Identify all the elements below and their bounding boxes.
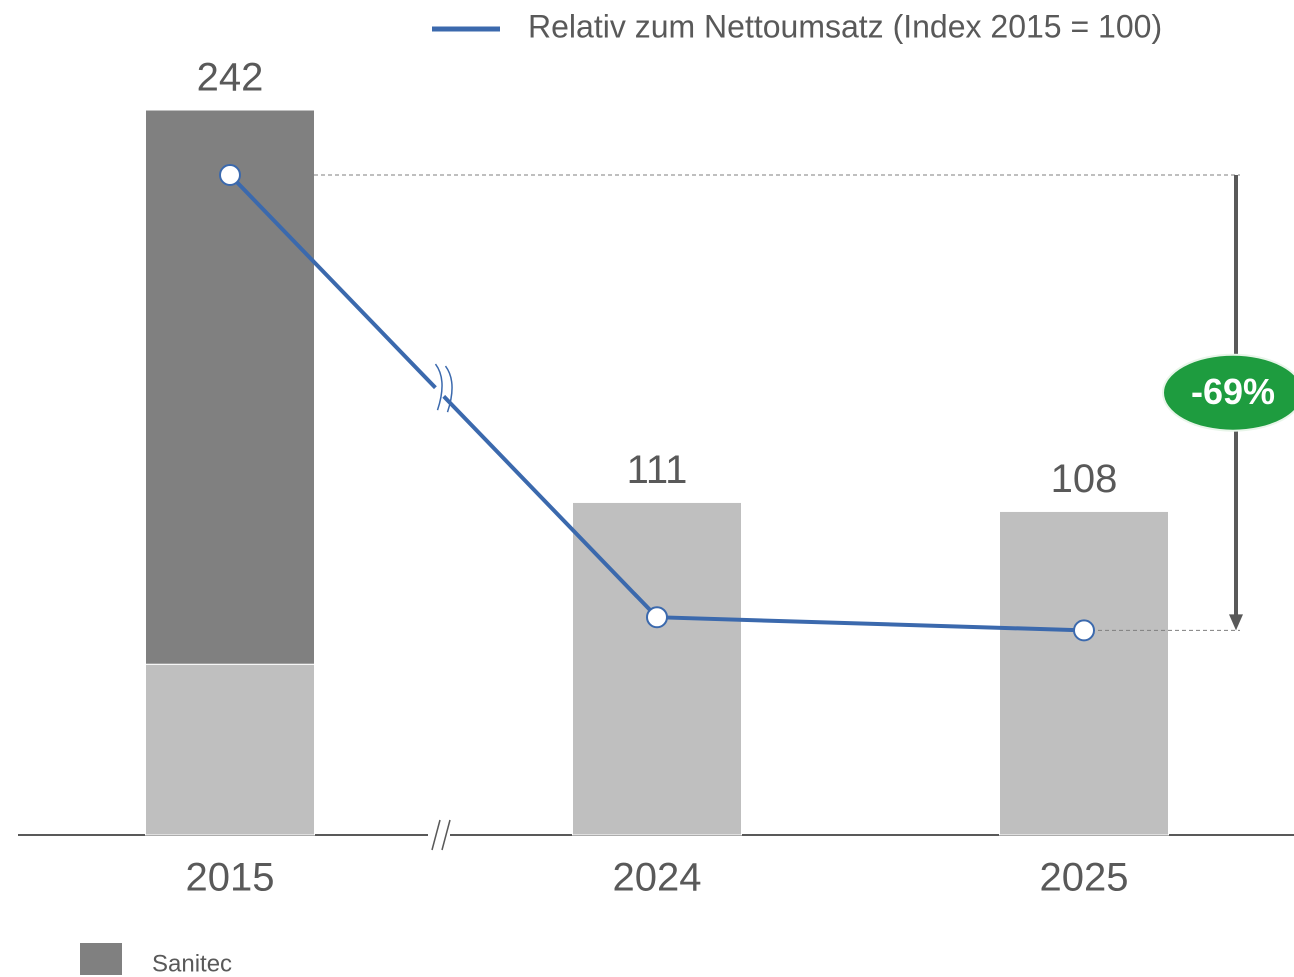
axis-break (431, 819, 441, 851)
legend-label: Sanitec (152, 950, 232, 977)
x-tick-label: 2025 (1040, 856, 1129, 900)
change-arrow-head (1229, 614, 1243, 631)
bar-segment (145, 109, 315, 665)
total-label: 108 (1051, 457, 1118, 501)
bar-segment (999, 510, 1169, 836)
axis-break (441, 819, 451, 851)
legend-swatch (80, 943, 122, 975)
total-label: 242 (197, 56, 264, 100)
bar-segment (572, 501, 742, 836)
series-point (1073, 619, 1095, 642)
legend-label: Relativ zum Nettoumsatz (Index 2015 = 10… (528, 8, 1162, 44)
series-point (646, 606, 668, 629)
annotation: -69% (1191, 371, 1275, 412)
total-label: 111 (627, 448, 688, 492)
annotation-badge (1162, 353, 1294, 432)
bar-segment (145, 663, 315, 836)
line-break (434, 363, 453, 413)
x-tick-label: 2024 (613, 856, 702, 900)
x-tick-label: 2015 (186, 856, 275, 900)
line-break-gap (429, 373, 458, 403)
series-point (219, 164, 241, 186)
